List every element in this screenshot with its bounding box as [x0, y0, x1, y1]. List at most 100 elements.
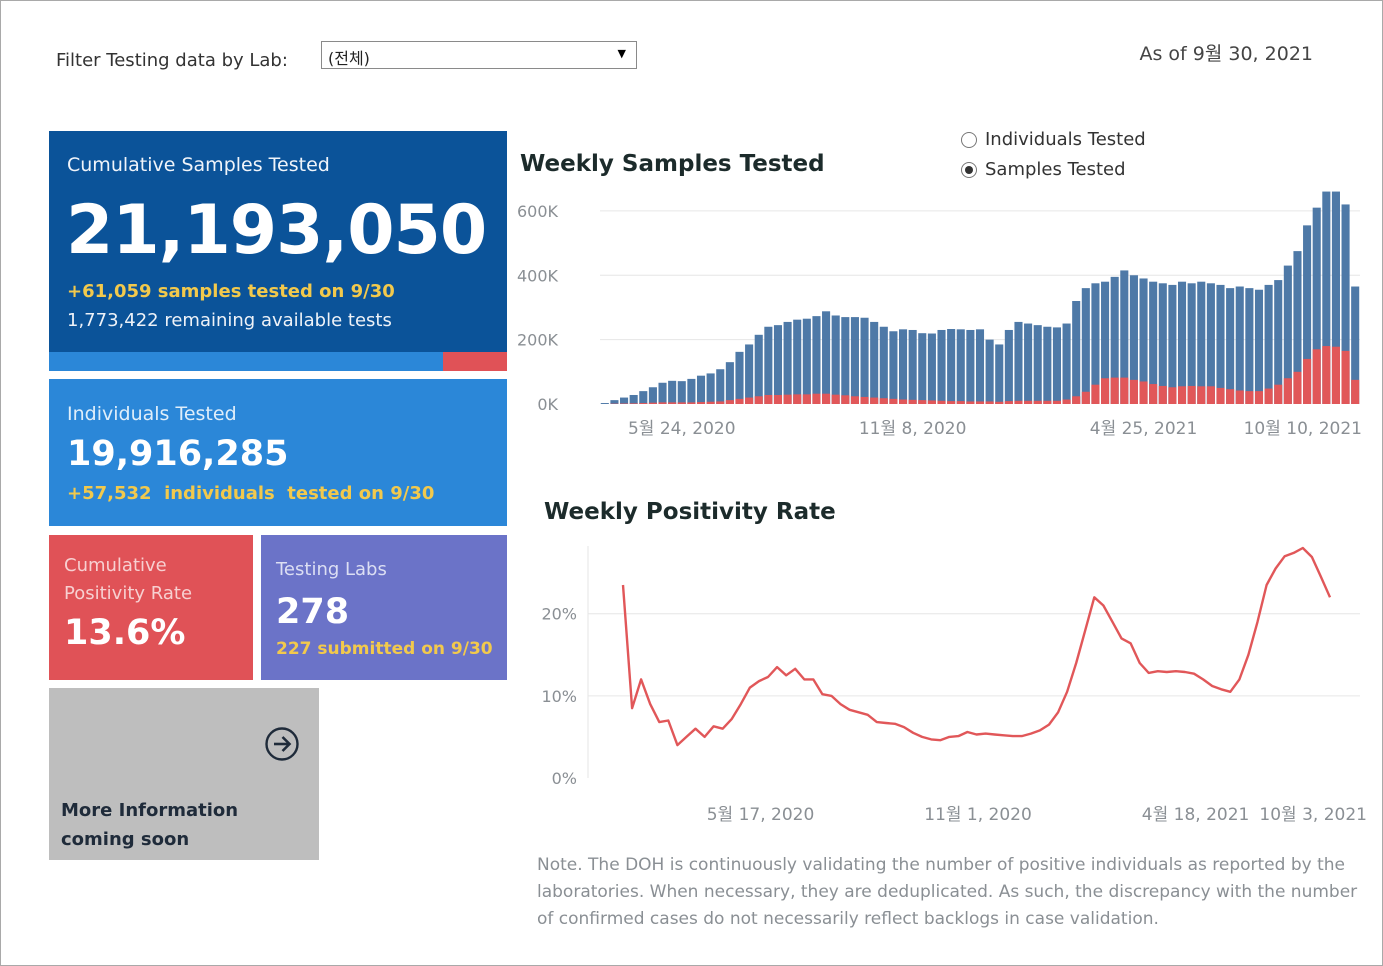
bar-positive[interactable]	[927, 400, 936, 404]
bar-positive[interactable]	[725, 400, 734, 404]
bar-samples[interactable]	[889, 331, 898, 404]
bar-positive[interactable]	[1052, 400, 1062, 404]
bar-positive[interactable]	[648, 402, 657, 404]
bar-samples[interactable]	[1206, 283, 1215, 404]
bar-samples[interactable]	[1014, 321, 1023, 404]
bar-positive[interactable]	[1024, 400, 1033, 404]
bar-positive[interactable]	[696, 402, 706, 404]
bar-samples[interactable]	[648, 387, 657, 404]
bar-samples[interactable]	[956, 329, 965, 404]
bar-samples[interactable]	[668, 380, 677, 404]
bar-samples[interactable]	[716, 369, 725, 404]
bar-positive[interactable]	[1206, 386, 1215, 404]
bar-samples[interactable]	[1254, 289, 1264, 404]
bar-positive[interactable]	[1254, 391, 1264, 404]
bar-positive[interactable]	[658, 402, 667, 404]
bar-positive[interactable]	[1168, 387, 1177, 404]
bar-samples[interactable]	[1264, 284, 1273, 404]
bar-samples[interactable]	[985, 339, 994, 404]
bar-samples[interactable]	[841, 317, 850, 404]
bar-samples[interactable]	[735, 351, 744, 404]
bar-positive[interactable]	[1129, 379, 1138, 404]
bar-positive[interactable]	[1245, 391, 1254, 404]
bar-positive[interactable]	[879, 398, 888, 404]
bar-samples[interactable]	[908, 329, 917, 404]
bar-samples[interactable]	[1245, 288, 1254, 404]
bar-samples[interactable]	[1226, 288, 1235, 404]
bar-samples[interactable]	[1341, 204, 1350, 404]
bar-samples[interactable]	[898, 329, 908, 404]
bar-positive[interactable]	[1120, 377, 1129, 404]
bar-positive[interactable]	[1197, 386, 1206, 404]
bar-positive[interactable]	[1004, 401, 1013, 404]
bar-positive[interactable]	[668, 402, 677, 404]
bar-positive[interactable]	[783, 394, 792, 404]
bar-samples[interactable]	[947, 329, 956, 404]
bar-samples[interactable]	[1197, 281, 1206, 404]
bar-positive[interactable]	[1187, 385, 1196, 404]
bar-positive[interactable]	[1139, 381, 1148, 404]
bar-samples[interactable]	[706, 373, 715, 404]
radio-samples-tested[interactable]: Samples Tested	[961, 159, 1126, 180]
bar-samples[interactable]	[879, 326, 888, 404]
bar-samples[interactable]	[1081, 288, 1090, 404]
bar-samples[interactable]	[1274, 280, 1283, 404]
bar-positive[interactable]	[677, 402, 686, 404]
bar-positive[interactable]	[966, 401, 975, 404]
bar-positive[interactable]	[1274, 384, 1283, 404]
bar-positive[interactable]	[831, 394, 840, 404]
bar-samples[interactable]	[677, 381, 686, 404]
bar-samples[interactable]	[966, 329, 975, 404]
bar-samples[interactable]	[1177, 281, 1187, 404]
bar-samples[interactable]	[927, 333, 936, 404]
bar-samples[interactable]	[696, 375, 706, 404]
bar-samples[interactable]	[1052, 327, 1062, 404]
lab-filter-dropdown[interactable]: (전체) ▼	[321, 41, 637, 69]
bar-samples[interactable]	[1187, 283, 1196, 404]
bar-samples[interactable]	[1072, 301, 1081, 404]
bar-samples[interactable]	[1158, 283, 1167, 404]
bar-positive[interactable]	[1072, 396, 1081, 404]
bar-samples[interactable]	[822, 311, 831, 404]
bar-positive[interactable]	[841, 395, 850, 404]
bar-positive[interactable]	[1062, 399, 1071, 404]
bar-samples[interactable]	[850, 317, 859, 404]
bar-positive[interactable]	[1283, 378, 1292, 404]
bar-positive[interactable]	[1177, 386, 1187, 404]
bar-positive[interactable]	[850, 396, 859, 404]
bar-samples[interactable]	[1043, 326, 1052, 404]
bar-positive[interactable]	[1331, 346, 1340, 404]
bar-positive[interactable]	[1303, 358, 1312, 404]
bar-positive[interactable]	[1158, 385, 1167, 404]
bar-samples[interactable]	[995, 344, 1004, 404]
bar-positive[interactable]	[1341, 350, 1350, 404]
dropdown-arrow-icon[interactable]: ▼	[617, 47, 626, 60]
bar-samples[interactable]	[802, 318, 811, 404]
bar-positive[interactable]	[1226, 389, 1235, 404]
bar-samples[interactable]	[629, 394, 638, 404]
bar-positive[interactable]	[975, 401, 985, 404]
bar-samples[interactable]	[1235, 286, 1244, 404]
bar-samples[interactable]	[937, 329, 946, 404]
bar-samples[interactable]	[1283, 265, 1292, 404]
bar-samples[interactable]	[1139, 278, 1148, 404]
bar-samples[interactable]	[658, 382, 667, 404]
bar-positive[interactable]	[687, 402, 696, 404]
bar-samples[interactable]	[918, 333, 927, 404]
bar-positive[interactable]	[1014, 400, 1023, 404]
bar-positive[interactable]	[889, 398, 898, 404]
bar-positive[interactable]	[956, 401, 965, 404]
bar-positive[interactable]	[754, 396, 763, 404]
bar-samples[interactable]	[687, 378, 696, 404]
bar-samples[interactable]	[1110, 276, 1119, 404]
bar-positive[interactable]	[764, 394, 773, 404]
bar-positive[interactable]	[898, 399, 908, 404]
bar-samples[interactable]	[812, 316, 821, 404]
bar-positive[interactable]	[629, 403, 638, 404]
bar-positive[interactable]	[985, 401, 994, 404]
bar-positive[interactable]	[735, 398, 744, 404]
bar-samples[interactable]	[620, 397, 629, 404]
bar-samples[interactable]	[1149, 281, 1158, 404]
bar-samples[interactable]	[600, 403, 609, 404]
bar-positive[interactable]	[1293, 371, 1302, 404]
